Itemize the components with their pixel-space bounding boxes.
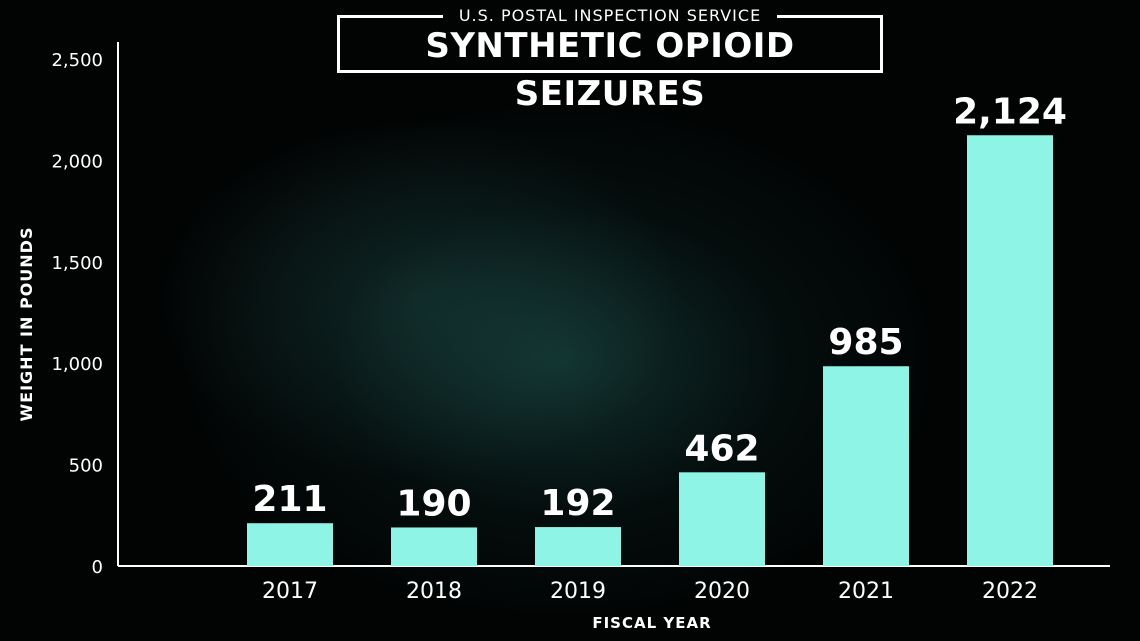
y-tick-label: 2,500	[51, 50, 103, 71]
bar	[967, 135, 1053, 566]
chart-subtitle: U.S. POSTAL INSPECTION SERVICE	[443, 6, 777, 26]
chart-title: SYNTHETIC OPIOID SEIZURES	[425, 26, 795, 114]
bar	[391, 527, 477, 566]
y-axis-label: WEIGHT IN POUNDS	[17, 226, 36, 422]
data-label: 211	[252, 479, 327, 520]
y-tick-label: 1,000	[51, 354, 103, 375]
y-tick-label: 2,000	[51, 151, 103, 172]
x-tick-label: 2021	[838, 579, 894, 604]
x-tick-label: 2018	[406, 579, 462, 604]
x-tick-label: 2017	[262, 579, 318, 604]
data-label: 190	[396, 483, 471, 524]
y-tick-label: 1,500	[51, 253, 103, 274]
bar	[823, 366, 909, 566]
x-tick-label: 2020	[694, 579, 750, 604]
data-label: 462	[684, 428, 759, 469]
bar	[535, 527, 621, 566]
bar	[247, 523, 333, 566]
bar	[679, 472, 765, 566]
data-label: 985	[828, 322, 903, 363]
y-tick-label: 500	[69, 456, 103, 477]
y-tick-label: 0	[92, 557, 103, 578]
data-label: 2,124	[953, 91, 1067, 132]
data-label: 192	[540, 483, 615, 524]
x-tick-label: 2019	[550, 579, 606, 604]
x-axis-label: FISCAL YEAR	[592, 614, 712, 632]
x-tick-label: 2022	[982, 579, 1038, 604]
